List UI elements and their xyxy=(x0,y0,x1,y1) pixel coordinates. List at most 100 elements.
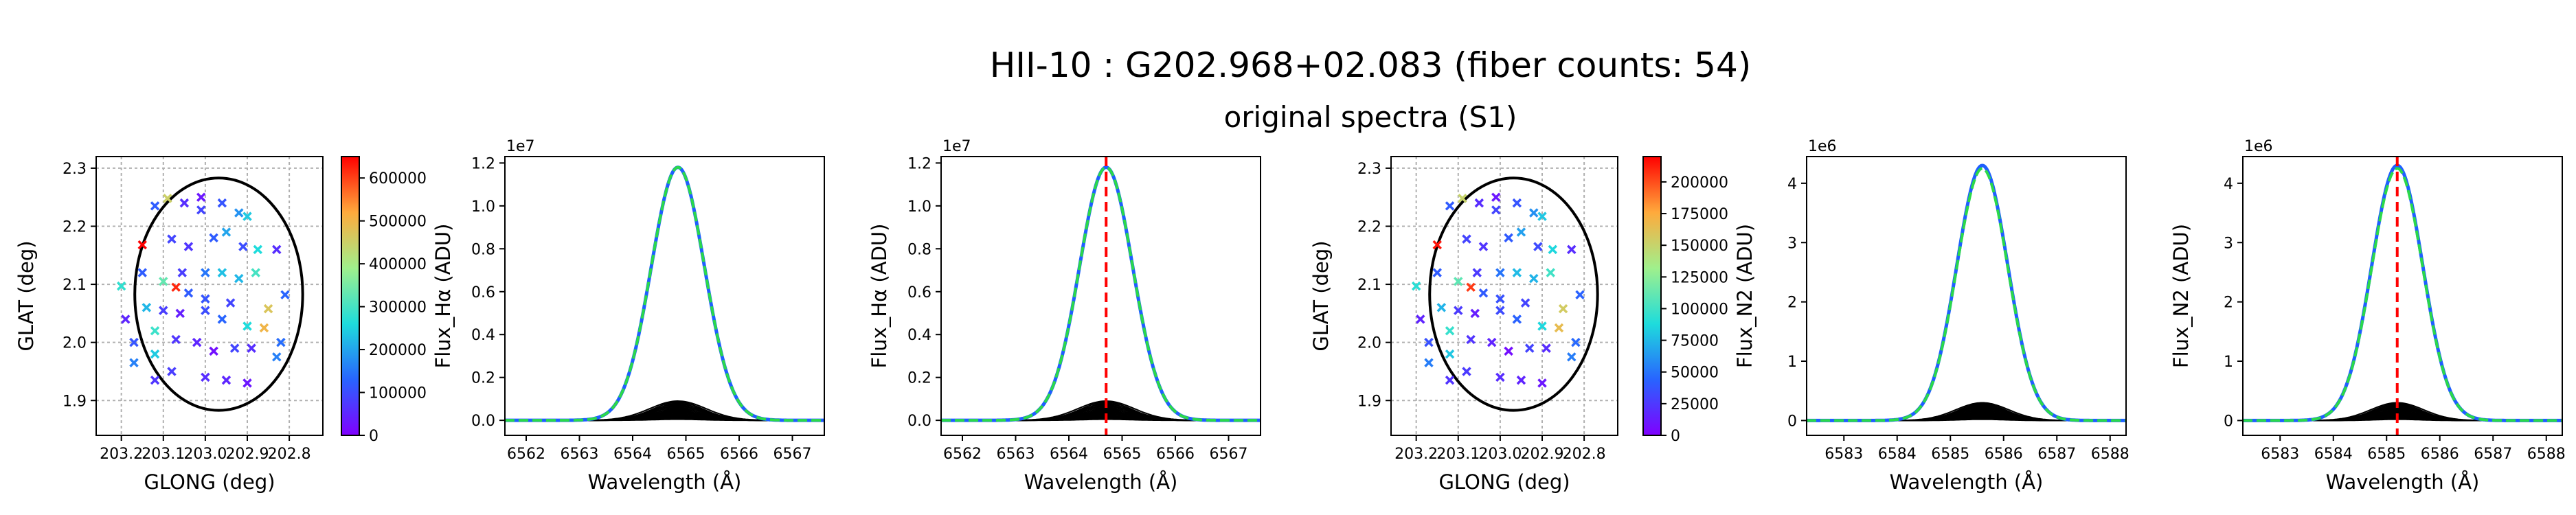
fiber-marker-1 xyxy=(1458,194,1467,203)
x-tick-label: 6588 xyxy=(2091,446,2129,463)
fiber-marker-17 xyxy=(1432,268,1442,277)
x-tick-label: 202.9 xyxy=(226,446,269,463)
figure-title: HII-10 : G202.968+02.083 (fiber counts: … xyxy=(990,45,1752,85)
x-tick-label: 203.1 xyxy=(142,446,185,463)
colorbar-tick-label: 75000 xyxy=(1671,333,1719,350)
fiber-marker-53 xyxy=(1445,375,1455,385)
axes-frame xyxy=(1806,156,2127,436)
fiber-marker-37 xyxy=(1554,323,1564,333)
fiber-marker-21 xyxy=(217,268,227,277)
axes-frame xyxy=(2242,156,2563,436)
fiber-marker-44 xyxy=(1524,343,1535,353)
fiber-marker-31 xyxy=(1436,303,1447,312)
y-axis-label: Flux_Hα (ADU) xyxy=(868,224,891,369)
series-line-sum xyxy=(505,165,824,422)
y-axis-label: GLAT (deg) xyxy=(1309,240,1333,351)
colorbar: 0 25000 50000 75000 100000 125000 150000 175000… xyxy=(1642,156,1728,445)
series-line-sum xyxy=(1807,163,2126,422)
colorbar-tick-label: 175000 xyxy=(1671,206,1728,223)
x-axis-label: Wavelength (Å) xyxy=(1024,470,1178,494)
axis-offset-text: 1e7 xyxy=(506,138,535,155)
x-tick-label: 6585 xyxy=(2367,446,2406,463)
fiber-marker-9 xyxy=(167,234,177,244)
colorbar-tick-label: 100000 xyxy=(1671,301,1728,318)
x-tick-label: 6563 xyxy=(561,446,599,463)
fiber-marker-7 xyxy=(1537,211,1547,221)
fiber-marker-29 xyxy=(1575,290,1585,300)
x-tick-label: 6584 xyxy=(2314,446,2353,463)
x-tick-label: 6564 xyxy=(1050,446,1088,463)
fiber-marker-40 xyxy=(1445,326,1455,336)
y-tick-label: 2 xyxy=(1787,295,1797,312)
y-tick-label: 2.3 xyxy=(1357,161,1381,178)
fiber-marker-28 xyxy=(1558,304,1568,314)
y-tick-label: 2.0 xyxy=(1357,335,1381,352)
fiber-marker-16 xyxy=(116,281,126,291)
x-tick-label: 6587 xyxy=(2037,446,2076,463)
fiber-marker-4 xyxy=(196,205,206,215)
y-tick-label: 0.0 xyxy=(471,413,495,430)
fiber-marker-25 xyxy=(1478,288,1489,298)
fiber-marker-1 xyxy=(163,194,172,203)
fiber-marker-13 xyxy=(238,242,248,251)
y-axis-label: GLAT (deg) xyxy=(14,240,38,351)
fiber-marker-30 xyxy=(1416,314,1425,324)
fiber-marker-29 xyxy=(280,290,290,300)
fiber-marker-14 xyxy=(253,244,263,255)
fiber-marker-50 xyxy=(201,372,210,382)
fiber-marker-27 xyxy=(225,298,236,308)
fiber-marker-52 xyxy=(242,378,252,388)
x-tick-label: 202.8 xyxy=(268,446,311,463)
y-tick-label: 0.4 xyxy=(907,327,931,344)
colorbar-tick-label: 0 xyxy=(369,428,379,445)
fiber-marker-30 xyxy=(121,314,131,324)
y-tick-label: 1.2 xyxy=(471,155,495,172)
y-tick-label: 2.2 xyxy=(63,219,87,236)
y-tick-label: 0 xyxy=(2224,413,2233,430)
y-tick-label: 1.0 xyxy=(907,198,931,216)
fiber-marker-6 xyxy=(1529,208,1539,218)
x-tick-label: 6564 xyxy=(613,446,652,463)
fiber-marker-31 xyxy=(142,303,152,312)
series-line-model xyxy=(505,165,824,422)
fiber-marker-22 xyxy=(1529,273,1539,284)
y-tick-label: 2.3 xyxy=(63,161,87,178)
axes-frame xyxy=(95,156,324,436)
fiber-marker-24 xyxy=(1466,282,1476,293)
fiber-marker-47 xyxy=(1424,358,1434,368)
y-tick-label: 3 xyxy=(1787,235,1797,252)
colorbar-tick-label: 50000 xyxy=(1671,365,1719,382)
fiber-marker-51 xyxy=(1516,375,1526,385)
plot-area xyxy=(941,157,1261,435)
fiber-marker-43 xyxy=(1504,346,1513,356)
x-tick-label: 6587 xyxy=(2474,446,2512,463)
colorbar-tick-label: 500000 xyxy=(369,214,427,231)
fiber-marker-36 xyxy=(242,321,252,331)
colorbar: 0 100000 200000 300000 400000 500000 600000 xyxy=(341,156,427,445)
y-tick-label: 2.1 xyxy=(1357,277,1381,294)
y-axis-label: Flux_Hα (ADU) xyxy=(431,224,455,369)
fiber-marker-41 xyxy=(1466,334,1476,345)
x-axis-label: Wavelength (Å) xyxy=(1890,470,2044,494)
fiber-marker-53 xyxy=(150,375,160,385)
fiber-marker-35 xyxy=(217,314,227,324)
axes-frame xyxy=(504,156,825,436)
fiber-marker-33 xyxy=(1470,308,1480,319)
panel-spec-n2-1: 1e6 6583 6584 6585 6586 6587 6588 0 1 2 3 4 Waveleng… xyxy=(1733,138,2129,494)
plot-area xyxy=(96,157,323,435)
fiber-marker-0 xyxy=(1445,201,1455,211)
x-tick-label: 6583 xyxy=(1824,446,1863,463)
y-tick-label: 1.0 xyxy=(471,198,495,216)
fiber-marker-14 xyxy=(1548,244,1558,255)
plot-area xyxy=(1391,157,1618,435)
plot-area xyxy=(1807,163,2126,422)
panel-spec-halpha-1: 1e7 6562 6563 6564 6565 6566 6567 0.0 0.2 0.4 0.6 0… xyxy=(431,138,825,494)
fiber-marker-10 xyxy=(1478,242,1489,251)
y-tick-label: 4 xyxy=(2224,176,2233,193)
x-tick-label: 203.0 xyxy=(1478,446,1522,463)
fiber-marker-51 xyxy=(221,375,231,385)
x-axis-label: GLONG (deg) xyxy=(1438,470,1570,494)
x-tick-label: 202.8 xyxy=(1563,446,1606,463)
fiber-marker-15 xyxy=(1567,244,1577,255)
x-tick-label: 6586 xyxy=(2421,446,2459,463)
